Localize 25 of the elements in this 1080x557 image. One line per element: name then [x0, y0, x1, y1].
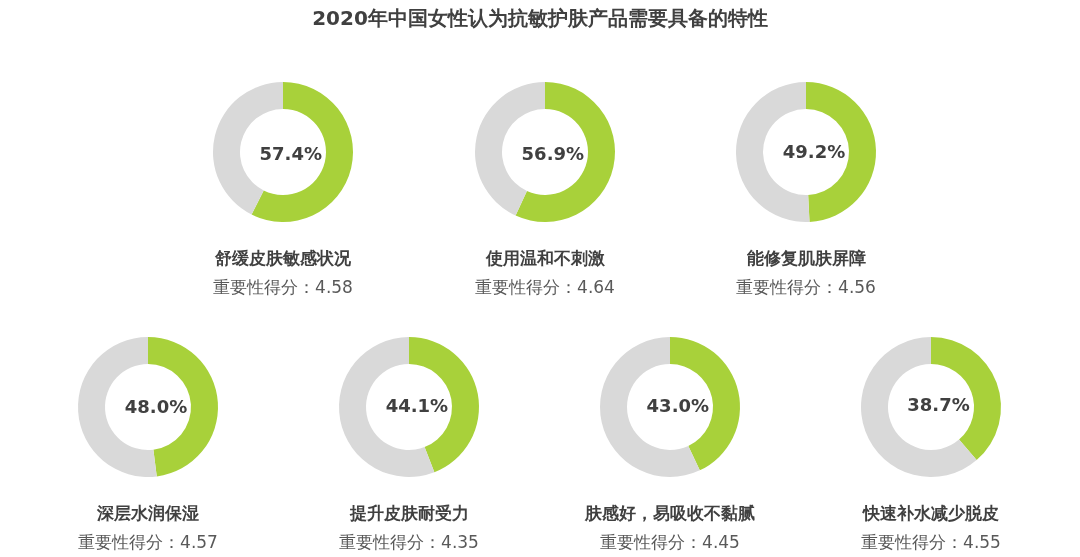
- data-label: 38.7%: [907, 393, 970, 415]
- text: 重要性得分：4.56: [736, 277, 876, 297]
- data-label: 43.0%: [646, 394, 710, 416]
- text: 重要性得分：4.55: [861, 532, 1001, 552]
- data-label: 44.1%: [385, 395, 449, 417]
- text: 提升皮肤耐受力: [348, 503, 469, 523]
- text: 重要性得分：4.58: [213, 277, 353, 297]
- text: 能修复肌肤屏障: [746, 248, 866, 268]
- donut-slice: [515, 82, 615, 222]
- text: 重要性得分：4.35: [339, 532, 479, 552]
- text: 舒缓皮肤敏感状况: [214, 248, 352, 268]
- data-label: 57.4%: [259, 143, 323, 165]
- text: 重要性得分：4.57: [78, 532, 218, 552]
- data-label: 48.0%: [124, 396, 188, 417]
- text: 重要性得分：4.45: [600, 532, 740, 552]
- text: 2020年中国女性认为抗敏护肤产品需要具备的特性: [312, 6, 768, 30]
- donut-slice: [251, 82, 353, 222]
- text: 肤感好，易吸收不黏腻: [584, 503, 755, 523]
- text: 重要性得分：4.64: [475, 277, 615, 297]
- donut-slice: [861, 337, 977, 477]
- data-label: 49.2%: [782, 141, 846, 163]
- text: 使用温和不刺激: [484, 248, 606, 268]
- text: 快速补水减少脱皮: [862, 503, 999, 523]
- data-label: 56.9%: [521, 143, 585, 165]
- text: 深层水润保湿: [96, 503, 199, 523]
